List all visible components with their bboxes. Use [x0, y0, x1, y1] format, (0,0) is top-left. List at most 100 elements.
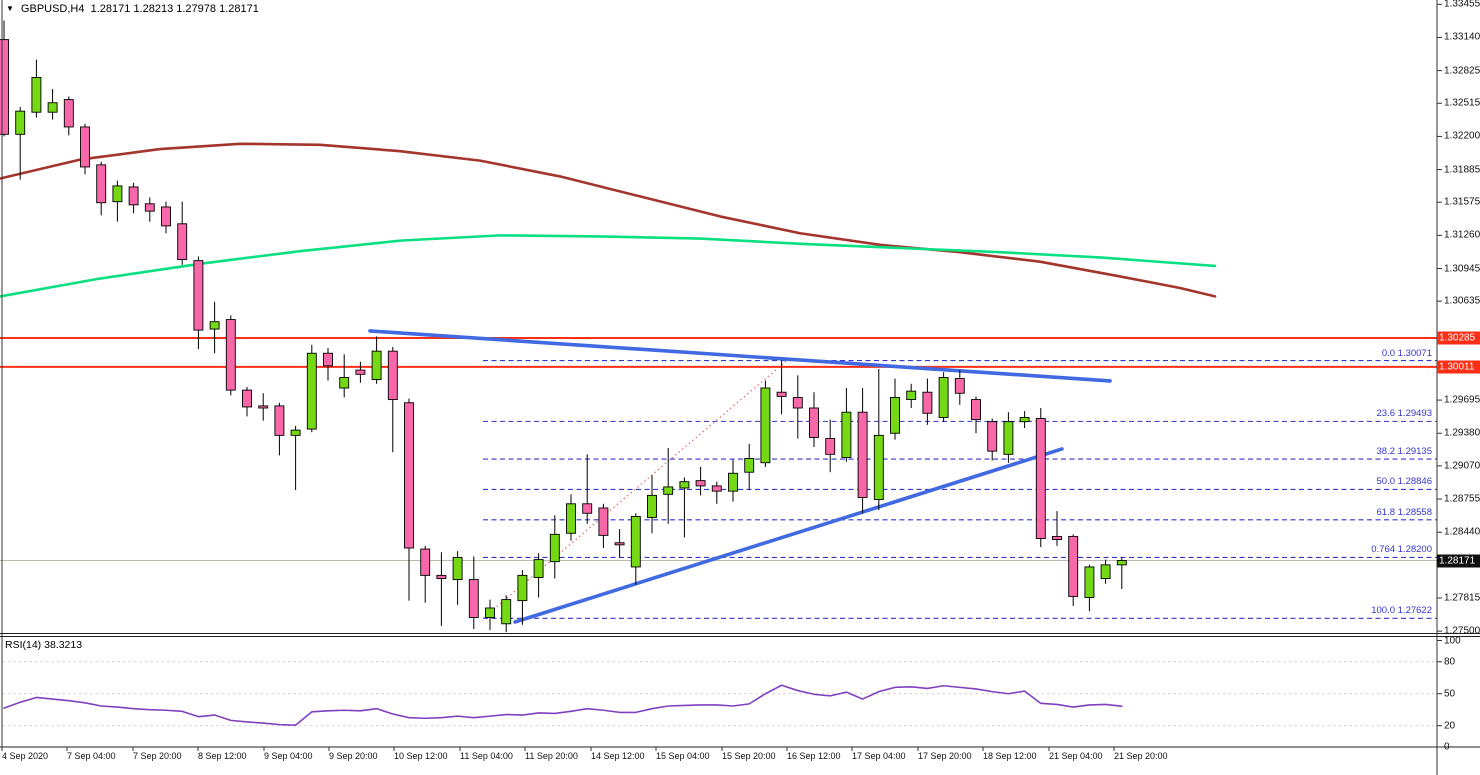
- time-tick-label: 7 Sep 04:00: [67, 751, 116, 761]
- bear-candle: [987, 421, 998, 452]
- bull-candle: [890, 397, 900, 434]
- bull-candle: [1003, 421, 1014, 455]
- bull-candle: [1116, 560, 1127, 566]
- fib-base-line: [482, 360, 788, 619]
- ohlc-quote-label: 1.28171 1.28213 1.27978 1.28171: [90, 3, 259, 15]
- price-tick-label: 1.32515: [1444, 97, 1480, 109]
- time-tick-label: 17 Sep 04:00: [852, 751, 906, 761]
- bear-candle: [598, 507, 609, 536]
- bear-candle: [954, 378, 965, 394]
- current-price-badge: 1.28171: [1437, 554, 1480, 568]
- bull-candle: [485, 607, 495, 618]
- bull-candle: [841, 411, 852, 458]
- bull-candle: [549, 533, 560, 563]
- rsi-value: 38.3213: [44, 639, 83, 651]
- bear-candle: [387, 350, 398, 401]
- time-tick-label: 11 Sep 20:00: [525, 751, 578, 761]
- bear-candle: [436, 574, 447, 579]
- bear-candle: [711, 485, 722, 492]
- time-tick-label: 7 Sep 20:00: [133, 751, 182, 761]
- fib-level-label: 0.764 1.28200: [1371, 544, 1432, 556]
- bull-candle: [1019, 417, 1030, 423]
- time-tick-label: 15 Sep 04:00: [656, 751, 710, 761]
- time-tick-label: 9 Sep 04:00: [264, 751, 313, 761]
- bear-candle: [614, 542, 625, 546]
- bull-candle: [501, 599, 512, 625]
- price-tick-label: 1.28755: [1444, 493, 1480, 505]
- bull-candle: [31, 77, 42, 113]
- price-tick-label: 1.29695: [1444, 394, 1480, 406]
- price-tick-label: 1.27815: [1444, 592, 1480, 604]
- bear-candle: [80, 126, 90, 168]
- bull-candle: [47, 102, 58, 113]
- time-tick-label: 14 Sep 12:00: [591, 751, 645, 761]
- bull-candle: [728, 472, 738, 492]
- bear-candle: [225, 319, 236, 391]
- bear-candle: [971, 399, 981, 421]
- trendline[interactable]: [368, 329, 1112, 383]
- bear-candle: [792, 397, 803, 409]
- bear-candle: [922, 391, 933, 414]
- bull-candle: [647, 494, 657, 518]
- price-tick-label: 1.28440: [1444, 526, 1480, 538]
- bear-candle: [776, 391, 787, 397]
- bear-candle: [825, 438, 836, 455]
- bear-candle: [468, 579, 479, 618]
- bear-candle: [0, 39, 9, 135]
- bear-candle: [1035, 418, 1046, 539]
- bull-candle: [112, 185, 123, 203]
- time-tick-label: 17 Sep 20:00: [918, 751, 972, 761]
- bull-candle: [744, 458, 755, 473]
- rsi-tick-label: 50: [1444, 688, 1456, 700]
- bear-candle: [1068, 535, 1079, 597]
- time-tick-label: 21 Sep 04:00: [1049, 751, 1103, 761]
- bear-candle: [695, 480, 706, 487]
- price-tick-label: 1.27500: [1444, 625, 1480, 637]
- bull-candle: [306, 352, 317, 430]
- time-tick-label: 16 Sep 12:00: [787, 751, 841, 761]
- bear-candle: [177, 223, 188, 261]
- ma-slow-dark-red: [0, 142, 1217, 298]
- bull-candle: [1100, 564, 1111, 579]
- price-tick-label: 1.33455: [1444, 0, 1480, 10]
- bear-candle: [274, 405, 285, 436]
- bull-candle: [371, 350, 382, 381]
- bear-candle: [128, 186, 139, 206]
- rsi-indicator-label: RSI(14) 38.3213: [5, 639, 83, 651]
- bull-candle: [760, 387, 771, 464]
- price-tick-label: 1.30635: [1444, 295, 1480, 307]
- bull-candle: [906, 390, 917, 401]
- bull-candle: [663, 486, 674, 495]
- rsi-line: [3, 684, 1123, 726]
- bear-candle: [144, 203, 155, 212]
- time-tick-label: 11 Sep 04:00: [460, 751, 513, 761]
- candles-layer: [0, 20, 1127, 633]
- bear-candle: [242, 389, 252, 408]
- chevron-down-icon[interactable]: ▼: [6, 4, 14, 13]
- time-tick-label: 8 Sep 12:00: [198, 751, 247, 761]
- bull-candle: [290, 429, 301, 436]
- price-tick-label: 1.33140: [1444, 31, 1480, 43]
- bear-candle: [857, 411, 868, 498]
- level-price-badge: 1.30285: [1437, 331, 1480, 345]
- rsi-tick-label: 100: [1444, 635, 1461, 646]
- price-tick-label: 1.31260: [1444, 229, 1480, 241]
- price-tick-label: 1.29380: [1444, 427, 1480, 439]
- fib-level-label: 23.6 1.29493: [1376, 408, 1432, 420]
- bull-candle: [873, 434, 884, 501]
- bull-candle: [566, 503, 576, 534]
- bear-candle: [404, 402, 414, 549]
- fib-level-label: 100.0 1.27622: [1371, 605, 1432, 617]
- time-tick-label: 21 Sep 20:00: [1114, 751, 1168, 761]
- bull-candle: [533, 559, 544, 578]
- bear-candle: [582, 503, 593, 514]
- price-tick-label: 1.32825: [1444, 65, 1480, 77]
- price-tick-label: 1.31885: [1444, 164, 1480, 176]
- bull-candle: [938, 377, 949, 418]
- price-tick-label: 1.29070: [1444, 460, 1480, 472]
- rsi-tick-label: 0: [1444, 741, 1450, 753]
- trendline[interactable]: [513, 447, 1064, 624]
- symbol-timeframe-label: GBPUSD,H4: [20, 3, 85, 15]
- bull-candle: [15, 110, 26, 135]
